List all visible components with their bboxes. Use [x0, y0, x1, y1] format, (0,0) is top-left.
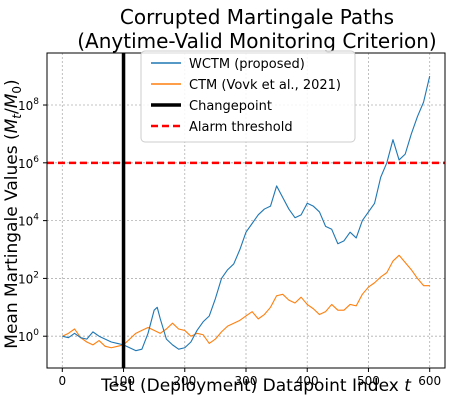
y-tick-label: 104 — [18, 213, 39, 229]
y-axis-label-var-2: M — [2, 93, 22, 108]
legend-box — [140, 50, 356, 143]
x-tick-label: 200 — [173, 374, 196, 388]
y-tick-label-base: 10 — [18, 99, 33, 113]
y-tick-label-base: 10 — [18, 157, 33, 171]
x-axis-label-text: Test (Deployment) Datapoint Index — [100, 376, 404, 396]
y-tick-label-exponent: 0 — [33, 328, 39, 338]
y-axis-label-text: Mean Martingale Values ( — [2, 133, 22, 348]
legend-label-alarm: Alarm threshold — [189, 120, 293, 135]
y-tick-label-base: 10 — [18, 215, 33, 229]
y-tick-label-exponent: 6 — [33, 155, 39, 165]
y-tick-label: 108 — [18, 97, 39, 113]
legend-label-ctm: CTM (Vovk et al., 2021) — [189, 78, 341, 93]
x-tick-label: 300 — [235, 374, 258, 388]
y-axis-label-close: ) — [2, 79, 22, 86]
y-tick-label: 106 — [18, 155, 39, 171]
reference-lines — [47, 53, 445, 368]
y-tick-label-exponent: 4 — [33, 213, 39, 223]
chart-title-line2: (Anytime-Valid Monitoring Criterion) — [77, 29, 436, 53]
y-axis-label-sub-1: t — [10, 113, 24, 119]
y-tick-label: 102 — [18, 270, 39, 286]
y-axis-label-var-1: M — [2, 118, 22, 133]
y-tick-label: 100 — [18, 328, 39, 344]
x-tick-label: 500 — [357, 374, 380, 388]
x-tick-label: 0 — [58, 374, 66, 388]
x-tick-label: 400 — [296, 374, 319, 388]
y-tick-label-exponent: 8 — [33, 97, 39, 107]
y-axis-label-slash: / — [2, 108, 22, 114]
y-tick-label-base: 10 — [18, 330, 33, 344]
x-axis-label: Test (Deployment) Datapoint Index t — [100, 376, 412, 396]
y-axis-label: Mean Martingale Values (Mt/M0) — [2, 79, 24, 348]
legend: WCTM (proposed) CTM (Vovk et al., 2021) … — [140, 50, 356, 143]
x-tick-label: 600 — [418, 374, 441, 388]
legend-label-wctm: WCTM (proposed) — [189, 57, 305, 72]
y-axis-label-sub-2: 0 — [10, 86, 24, 94]
x-tick-label: 100 — [112, 374, 135, 388]
legend-label-changepoint: Changepoint — [189, 99, 272, 114]
y-tick-label-exponent: 2 — [33, 270, 39, 280]
y-tick-label-base: 10 — [18, 272, 33, 286]
x-axis-label-var: t — [404, 376, 412, 396]
chart-title-line1: Corrupted Martingale Paths — [120, 5, 394, 29]
